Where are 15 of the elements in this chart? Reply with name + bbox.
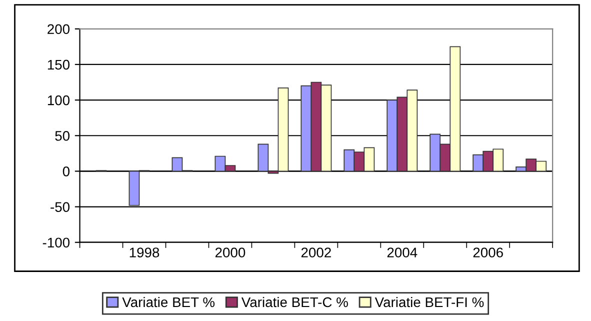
legend-label: Variatie BET-FI %	[374, 296, 484, 308]
x-tick-label: 2002	[301, 248, 331, 258]
y-tick-label: 50	[55, 130, 70, 141]
y-tick-label: 200	[48, 24, 70, 34]
y-tick-label: -100	[42, 238, 70, 248]
x-tick-label: 2006	[473, 248, 503, 258]
y-tick-label: 0	[62, 166, 70, 176]
y-tick-label: 100	[48, 95, 70, 106]
x-tick-label: 2004	[387, 248, 418, 258]
x-tick-label: 1998	[130, 248, 160, 258]
legend-label: Variatie BET %	[122, 296, 215, 308]
legend-label: Variatie BET-C %	[241, 296, 348, 308]
y-tick-label: -50	[50, 202, 70, 212]
x-tick-label: 2000	[215, 248, 246, 258]
y-tick-label: 150	[48, 60, 70, 70]
